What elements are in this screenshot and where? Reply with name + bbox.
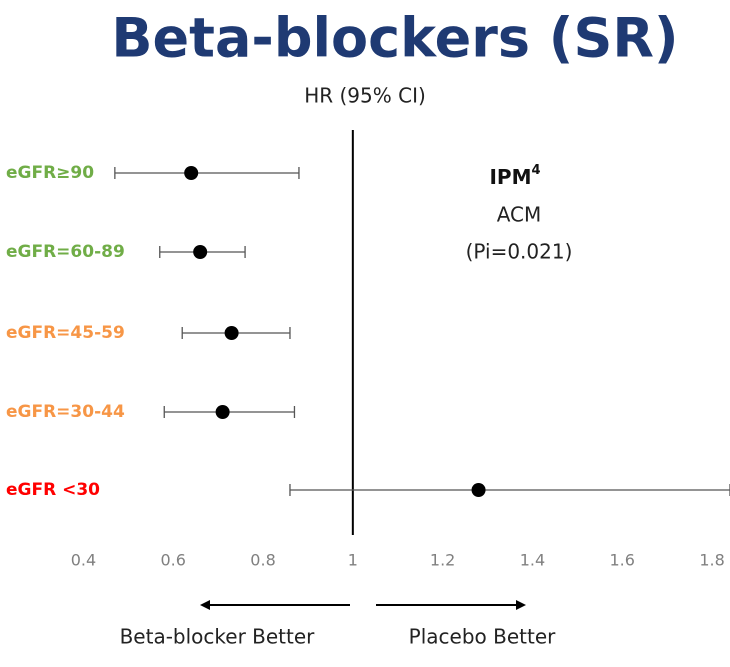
category-label: eGFR=60-89 bbox=[6, 242, 125, 262]
annotation-title-text: IPM bbox=[489, 165, 531, 189]
annotation-title: IPM4 bbox=[489, 163, 540, 189]
x-tick-label: 0.4 bbox=[71, 551, 96, 570]
annotation-line: (Pi=0.021) bbox=[466, 240, 573, 264]
chart-subtitle: HR (95% CI) bbox=[304, 84, 426, 108]
point-estimate bbox=[193, 245, 208, 259]
x-tick-label: 1 bbox=[348, 551, 358, 570]
annotation-line: ACM bbox=[497, 203, 542, 227]
x-tick-label: 1.6 bbox=[610, 551, 635, 570]
point-estimate bbox=[471, 483, 486, 497]
right-label: Placebo Better bbox=[409, 625, 556, 649]
x-tick-label: 0.8 bbox=[250, 551, 275, 570]
x-tick-label: 1.8 bbox=[699, 551, 724, 570]
category-label: eGFR=45-59 bbox=[6, 323, 125, 343]
point-estimate bbox=[215, 405, 230, 419]
annotation-superscript: 4 bbox=[531, 163, 540, 178]
category-label: eGFR≥90 bbox=[6, 163, 94, 183]
point-estimate bbox=[224, 326, 239, 340]
left-label: Beta-blocker Better bbox=[120, 625, 316, 649]
x-tick-label: 0.6 bbox=[161, 551, 186, 570]
chart-title: Beta-blockers (SR) bbox=[111, 7, 678, 70]
category-label: eGFR=30-44 bbox=[6, 402, 125, 422]
point-estimate bbox=[184, 166, 199, 180]
x-tick-label: 1.2 bbox=[430, 551, 455, 570]
category-label: eGFR <30 bbox=[6, 480, 100, 500]
x-tick-label: 1.4 bbox=[520, 551, 545, 570]
